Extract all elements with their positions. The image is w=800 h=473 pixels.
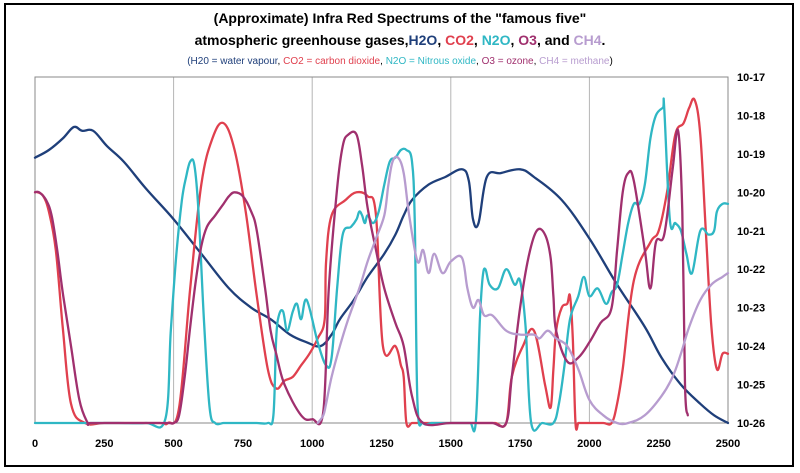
- x-tick-label: 2000: [577, 438, 601, 450]
- series-line-o3: [33, 128, 689, 428]
- x-axis-tick-labels: 0 250 500 750 1000 1250 1500 1750 2000 2250 2500: [32, 438, 740, 450]
- x-tick-label: 2250: [646, 438, 670, 450]
- legend-item-4: CH4 = methane: [539, 56, 610, 67]
- legend-close: ): [609, 56, 612, 67]
- grid: [173, 77, 590, 423]
- title-gas-o3: O3: [518, 32, 537, 48]
- title-gas-h2o: H2O: [409, 32, 438, 48]
- legend-item-3: O3 = ozone: [482, 56, 534, 67]
- x-tick-label: 0: [32, 438, 38, 450]
- series-line-ch4: [316, 155, 730, 426]
- y-tick-label: 10-20: [737, 187, 765, 199]
- x-tick-label: 1750: [508, 438, 532, 450]
- legend-item-1: CO2 = carbon dioxide: [283, 56, 380, 67]
- title-sep: ,: [474, 32, 482, 48]
- series-line-n2o: [33, 97, 730, 433]
- x-tick-label: 2500: [716, 438, 740, 450]
- y-tick-label: 10-22: [737, 264, 765, 276]
- title-and: and: [545, 32, 570, 48]
- title-prefix: atmospheric greenhouse gases,: [195, 32, 409, 48]
- series-layer: [33, 97, 730, 433]
- title-sep: ,: [510, 32, 518, 48]
- title-period: .: [602, 32, 606, 48]
- plot-area: [34, 76, 729, 424]
- legend-sep: ,: [380, 56, 386, 67]
- legend-sep: ,: [476, 56, 482, 67]
- title-sep: ,: [537, 32, 545, 48]
- legend-sep: ,: [278, 56, 284, 67]
- chart-frame: [4, 3, 794, 467]
- title-sep: ,: [437, 32, 445, 48]
- y-tick-label: 10-23: [737, 303, 765, 315]
- y-tick-label: 10-18: [737, 110, 765, 122]
- x-tick-label: 250: [95, 438, 113, 450]
- legend-sep: ,: [534, 56, 540, 67]
- y-tick-label: 10-26: [737, 418, 765, 430]
- x-tick-label: 1250: [369, 438, 393, 450]
- y-tick-label: 10-19: [737, 149, 765, 161]
- x-tick-label: 1000: [300, 438, 324, 450]
- legend-item-2: N2O = Nitrous oxide: [386, 56, 477, 67]
- legend: (H20 = water vapour, CO2 = carbon dioxid…: [187, 56, 613, 67]
- title-line-2: atmospheric greenhouse gases,H2O, CO2, N…: [195, 32, 606, 48]
- series-line-h2o: [33, 125, 730, 425]
- x-tick-label: 500: [164, 438, 182, 450]
- series-line-co2: [33, 97, 730, 431]
- y-tick-label: 10-25: [737, 380, 765, 392]
- y-tick-label: 10-24: [737, 341, 766, 353]
- title-gas-ch4: CH4: [574, 32, 602, 48]
- title-line-1: (Approximate) Infra Red Spectrums of the…: [214, 10, 587, 26]
- y-tick-label: 10-21: [737, 226, 765, 238]
- title-gas-co2: CO2: [445, 32, 474, 48]
- x-tick-label: 750: [234, 438, 252, 450]
- legend-open: (: [187, 56, 191, 67]
- y-tick-label: 10-17: [737, 72, 765, 84]
- legend-item-0: H20 = water vapour: [191, 56, 279, 67]
- x-tick-label: 1500: [439, 438, 463, 450]
- title-gas-n2o: N2O: [482, 32, 511, 48]
- y-axis-tick-labels: 10-17 10-18 10-19 10-20 10-21 10-22 10-23 10-24…: [737, 72, 766, 430]
- chart-title: (Approximate) Infra Red Spectrums of the…: [187, 10, 613, 67]
